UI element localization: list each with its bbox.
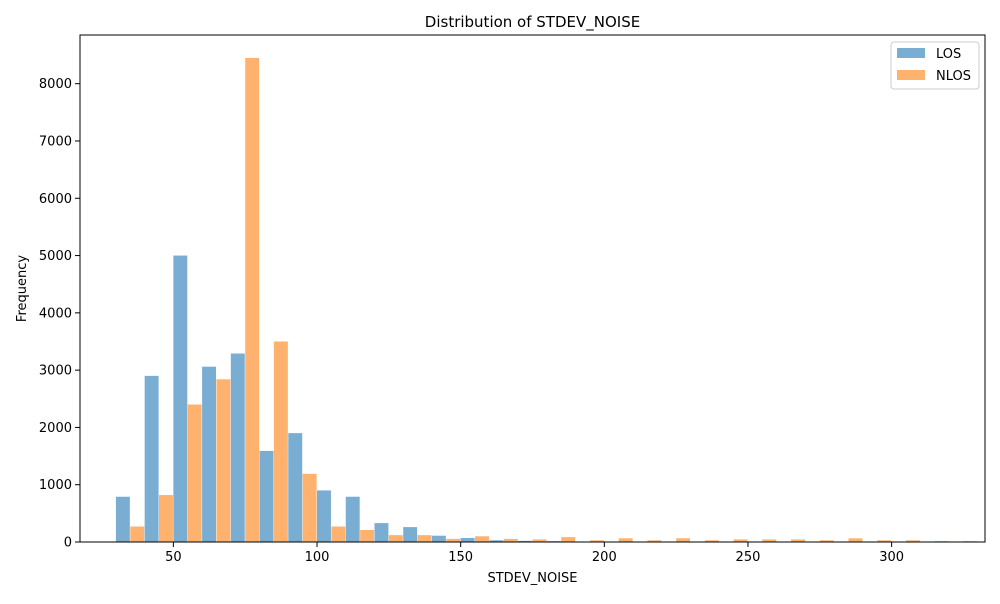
bar-nlos-140 bbox=[446, 538, 461, 542]
chart-title: Distribution of STDEV_NOISE bbox=[425, 13, 640, 32]
bar-los-40 bbox=[144, 375, 159, 542]
legend: LOS NLOS bbox=[890, 41, 980, 90]
y-axis-label: Frequency bbox=[15, 255, 30, 322]
bar-nlos-170 bbox=[532, 539, 547, 542]
x-axis-ticks: 50 100 150 200 250 300 bbox=[165, 542, 904, 565]
x-tick-label-250: 250 bbox=[736, 550, 761, 565]
bar-nlos-180 bbox=[561, 537, 576, 542]
bar-nlos-210 bbox=[647, 540, 662, 542]
bar-los-80 bbox=[259, 450, 274, 542]
bar-nlos-300 bbox=[905, 540, 920, 542]
bar-nlos-270 bbox=[819, 540, 834, 542]
plot-frame bbox=[79, 34, 986, 543]
legend-label-los: LOS bbox=[936, 47, 961, 62]
bar-nlos-130 bbox=[417, 535, 432, 542]
x-tick-label-200: 200 bbox=[592, 550, 617, 565]
bar-los-120 bbox=[374, 523, 389, 542]
y-tick-label-8000: 8000 bbox=[39, 77, 72, 92]
y-tick-label-6000: 6000 bbox=[39, 192, 72, 207]
legend-swatch-los bbox=[897, 48, 925, 58]
bar-los-70 bbox=[230, 353, 245, 542]
x-tick-label-300: 300 bbox=[879, 550, 904, 565]
y-tick-label-7000: 7000 bbox=[39, 134, 72, 149]
y-axis-ticks: 0 1000 2000 3000 4000 5000 6000 7000 8000 bbox=[39, 77, 80, 551]
bar-nlos-90 bbox=[302, 473, 317, 542]
bar-nlos-100 bbox=[331, 526, 346, 542]
legend-swatch-nlos bbox=[897, 70, 925, 80]
bar-los-160 bbox=[489, 540, 504, 542]
bar-nlos-110 bbox=[360, 529, 375, 542]
y-tick-label-5000: 5000 bbox=[39, 249, 72, 264]
bar-los-140 bbox=[431, 535, 446, 542]
bar-nlos-30 bbox=[130, 526, 145, 542]
bar-nlos-40 bbox=[159, 495, 173, 542]
bar-los-30 bbox=[115, 496, 130, 542]
bar-los-50 bbox=[173, 255, 188, 542]
bar-nlos-260 bbox=[791, 539, 805, 542]
bar-los-90 bbox=[288, 433, 303, 542]
bar-nlos-220 bbox=[676, 538, 691, 542]
bar-nlos-280 bbox=[848, 538, 863, 542]
bar-nlos-150 bbox=[475, 536, 489, 542]
bar-los-100 bbox=[317, 490, 331, 542]
bar-nlos-70 bbox=[245, 57, 260, 543]
bar-nlos-200 bbox=[618, 538, 633, 542]
x-tick-label-50: 50 bbox=[165, 550, 182, 565]
bar-nlos-50 bbox=[187, 404, 202, 542]
bar-nlos-250 bbox=[762, 539, 777, 542]
x-axis-label: STDEV_NOISE bbox=[487, 571, 577, 586]
bars-group bbox=[115, 57, 978, 543]
bar-nlos-160 bbox=[503, 538, 518, 542]
bar-nlos-80 bbox=[273, 341, 288, 542]
bar-los-150 bbox=[460, 537, 475, 542]
legend-label-nlos: NLOS bbox=[936, 69, 971, 84]
bar-los-60 bbox=[202, 366, 217, 542]
y-tick-label-0: 0 bbox=[64, 536, 72, 551]
y-tick-label-1000: 1000 bbox=[39, 478, 72, 493]
bar-los-170 bbox=[518, 540, 533, 542]
x-tick-label-150: 150 bbox=[448, 550, 473, 565]
bar-los-110 bbox=[345, 496, 360, 542]
bar-nlos-60 bbox=[216, 379, 231, 542]
bar-nlos-120 bbox=[388, 535, 403, 542]
bar-nlos-240 bbox=[733, 539, 748, 542]
x-tick-label-100: 100 bbox=[305, 550, 330, 565]
bar-nlos-230 bbox=[704, 540, 719, 542]
bar-los-130 bbox=[403, 527, 418, 542]
bar-nlos-190 bbox=[589, 540, 604, 542]
y-tick-label-3000: 3000 bbox=[39, 364, 72, 379]
y-tick-label-4000: 4000 bbox=[39, 306, 72, 321]
y-tick-label-2000: 2000 bbox=[39, 421, 72, 436]
bar-nlos-290 bbox=[877, 540, 892, 542]
